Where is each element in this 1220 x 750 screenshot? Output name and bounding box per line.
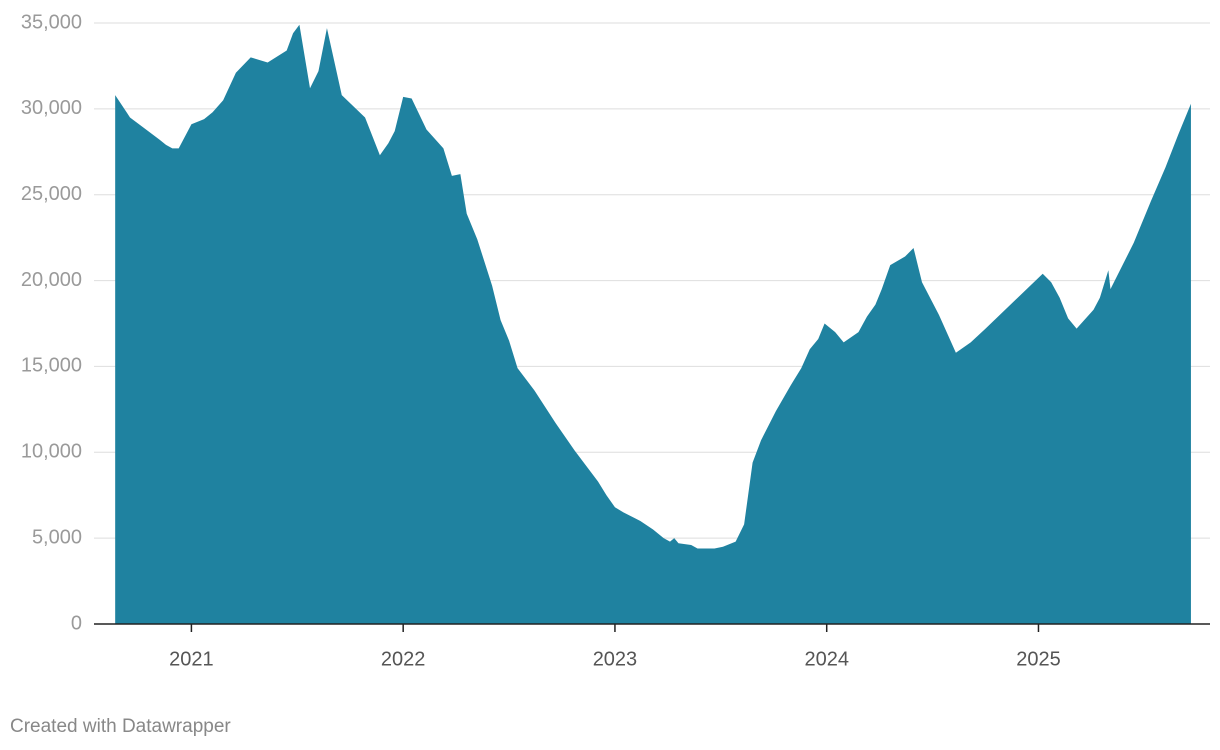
y-tick-label: 5,000 (32, 526, 82, 548)
footer: Created with Datawrapper (10, 716, 231, 737)
y-tick-label: 15,000 (21, 355, 82, 377)
y-tick-label: 30,000 (21, 97, 82, 119)
x-tick-label: 2024 (804, 648, 849, 670)
x-tick-label: 2023 (593, 648, 638, 670)
x-tick-label: 2025 (1016, 648, 1061, 670)
y-tick-label: 20,000 (21, 269, 82, 291)
y-tick-label: 0 (71, 612, 82, 634)
x-tick-label: 2022 (381, 648, 426, 670)
y-tick-label: 35,000 (21, 11, 82, 33)
area (115, 24, 1191, 624)
y-tick-label: 10,000 (21, 441, 82, 463)
x-tick-label: 2021 (169, 648, 214, 670)
y-tick-label: 25,000 (21, 183, 82, 205)
